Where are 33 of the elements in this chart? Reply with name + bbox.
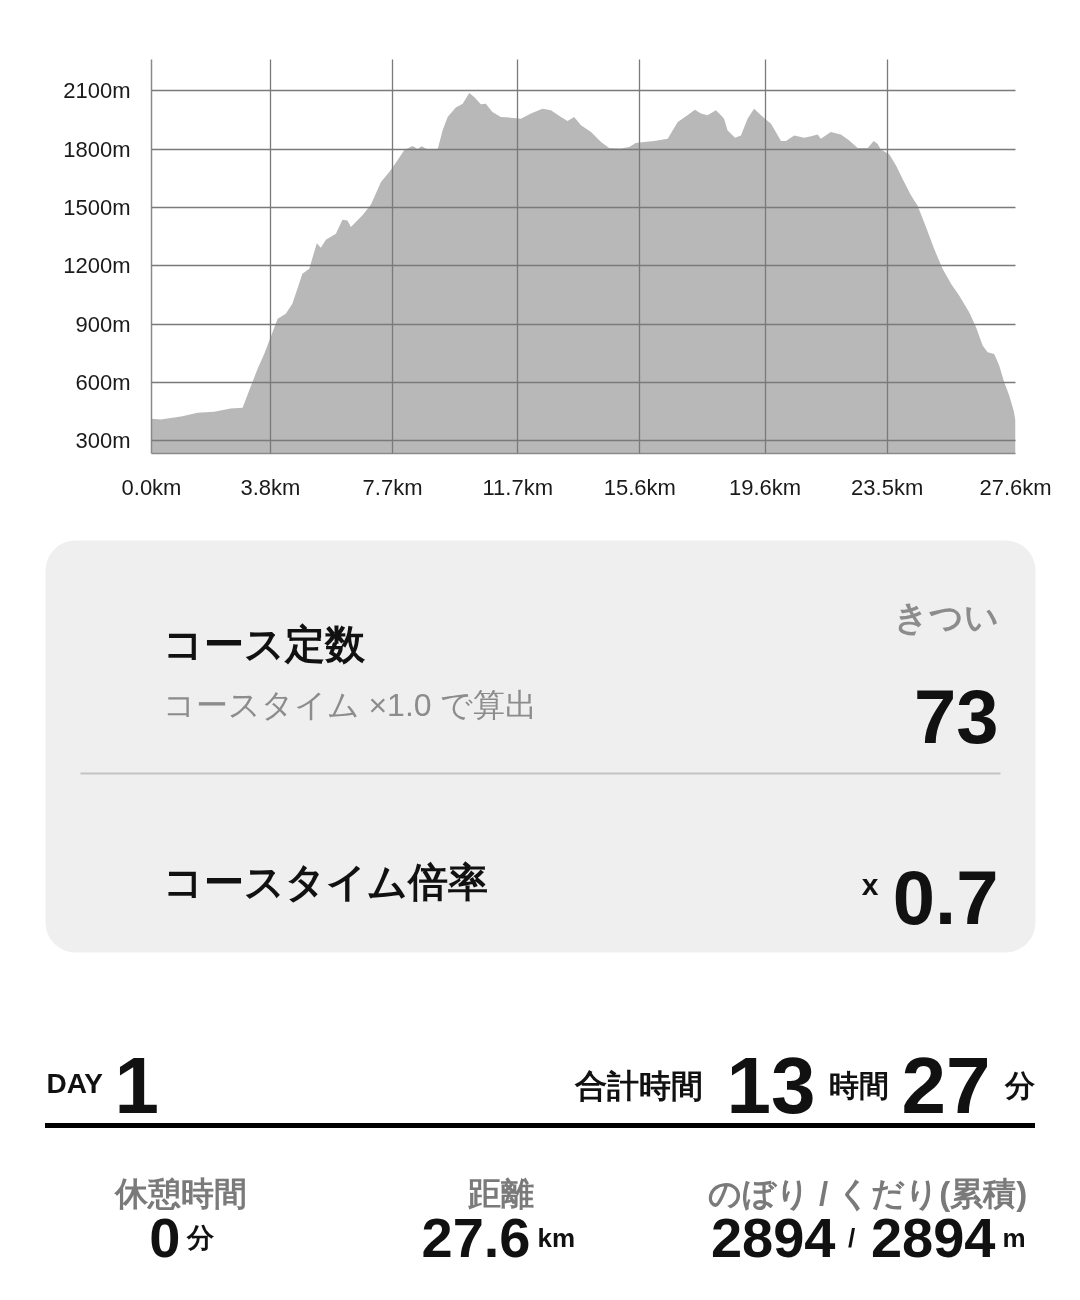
x-tick-label: 7.7km xyxy=(362,474,423,500)
text: 分 xyxy=(185,1222,215,1253)
x-tick-label: 27.6km xyxy=(979,474,1052,500)
text: コースタイム倍率 xyxy=(162,859,488,904)
text: 時間 xyxy=(828,1069,889,1102)
text: 73 xyxy=(913,674,999,759)
x-tick-label: 19.6km xyxy=(728,474,802,500)
y-tick-label: 300m xyxy=(75,428,131,454)
text: 0.7 xyxy=(892,855,999,940)
text: x xyxy=(861,868,879,901)
text: コースタイム ×1.0 で算出 xyxy=(162,686,538,723)
text: 27 xyxy=(901,1041,991,1130)
x-tick-label: 15.6km xyxy=(603,474,676,500)
x-tick-label: 3.8km xyxy=(240,474,301,500)
text: 13 xyxy=(726,1041,816,1130)
text: km xyxy=(537,1222,576,1253)
text: きつい xyxy=(893,597,999,636)
y-tick-label: 1500m xyxy=(63,194,131,220)
text: / xyxy=(847,1222,856,1253)
y-tick-label: 900m xyxy=(75,311,131,337)
x-tick-label: 23.5km xyxy=(851,474,924,500)
text: DAY xyxy=(46,1068,104,1099)
text: m xyxy=(1002,1222,1026,1253)
y-tick-label: 1200m xyxy=(63,253,131,279)
y-tick-label: 1800m xyxy=(63,136,131,162)
y-tick-label: 2100m xyxy=(63,78,131,104)
text: コース定数 xyxy=(162,621,366,666)
x-tick-label: 11.7km xyxy=(482,474,554,500)
text: 分 xyxy=(1003,1069,1035,1102)
text: 合計時間 xyxy=(573,1067,703,1104)
y-tick-label: 600m xyxy=(75,369,131,395)
text: 1 xyxy=(114,1041,159,1130)
x-tick-label: 0.0km xyxy=(121,474,182,500)
